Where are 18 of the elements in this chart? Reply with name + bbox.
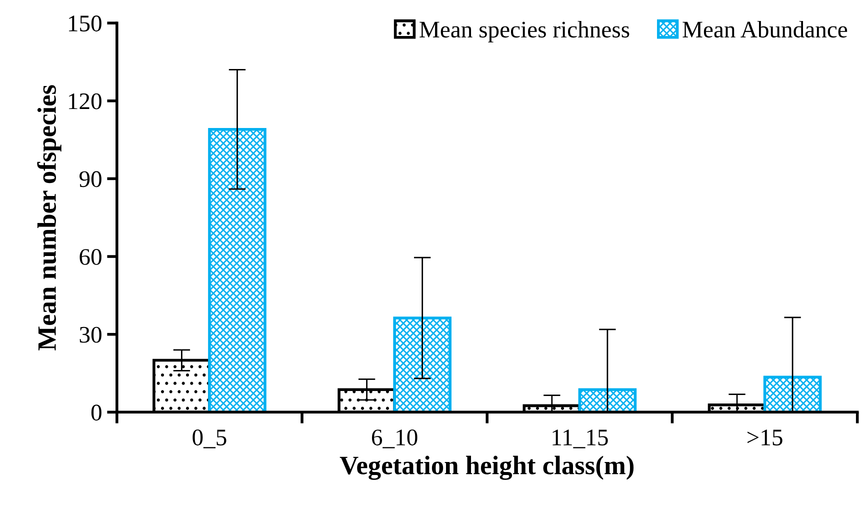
- bar: [393, 316, 452, 412]
- x-axis-title: Vegetation height class(m): [340, 456, 634, 480]
- y-tick-label: 30: [80, 326, 102, 343]
- y-tick-label: 120: [68, 93, 102, 110]
- legend-label: Mean species richness: [420, 20, 630, 42]
- y-tick-label: 150: [68, 16, 102, 32]
- y-axis-title: Mean number ofspecies: [37, 85, 62, 350]
- legend-label: Mean Abundance: [682, 20, 848, 38]
- x-tick-label: >15: [748, 430, 782, 446]
- y-tick-label: 90: [79, 171, 102, 188]
- bar: [208, 128, 266, 412]
- y-tick-label: 0: [91, 404, 102, 421]
- y-tick-label: 60: [80, 249, 102, 265]
- x-tick-label: 11_15: [552, 430, 608, 448]
- x-tick-label: 0_5: [192, 430, 226, 448]
- bar: [763, 376, 822, 412]
- x-tick-label: 6_10: [372, 430, 418, 448]
- bar: [578, 388, 637, 412]
